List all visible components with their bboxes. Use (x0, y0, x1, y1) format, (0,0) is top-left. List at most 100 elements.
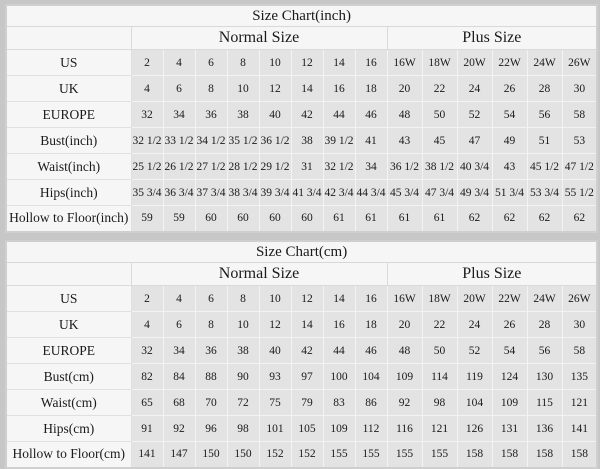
normal-size-header: Normal Size (130, 262, 388, 286)
size-value-cell: 52 (456, 337, 493, 364)
size-value-cell: 55 1/2 (561, 179, 598, 206)
size-value-cell: 34 1/2 (194, 127, 228, 154)
size-value-cell: 82 (130, 363, 164, 390)
size-value-cell: 97 (290, 363, 324, 390)
size-value-cell: 25 1/2 (130, 153, 164, 180)
size-value-cell: 98 (421, 389, 458, 416)
row-label: EUROPE (5, 101, 132, 128)
size-value-cell: 30 (561, 311, 598, 338)
size-value-cell: 52 (456, 101, 493, 128)
size-value-cell: 16 (322, 311, 356, 338)
size-value-cell: 53 (561, 127, 598, 154)
size-value-cell: 116 (386, 415, 423, 442)
size-value-cell: 60 (194, 205, 228, 232)
size-value-cell: 28 (526, 75, 563, 102)
size-value-cell: 18 (354, 75, 388, 102)
row-label: Bust(cm) (5, 363, 132, 390)
size-chart-inch-panel: Size Chart(inch) Normal Size Plus Size US 2 4… (5, 4, 599, 233)
row-label: UK (5, 311, 132, 338)
size-value-cell: 65 (130, 389, 164, 416)
size-value-cell: 4 (162, 49, 196, 76)
size-value-cell: 26 (491, 75, 528, 102)
row-label: Waist(inch) (5, 153, 132, 180)
size-value-cell: 59 (162, 205, 196, 232)
size-value-cell: 58 (561, 101, 598, 128)
table-row: EUROPE 32 34 36 38 40 42 44 46 48 50 52 54 56 58 (5, 101, 598, 128)
size-value-cell: 29 1/2 (258, 153, 292, 180)
size-value-cell: 109 (491, 389, 528, 416)
size-value-cell: 2 (130, 285, 164, 312)
size-value-cell: 70 (194, 389, 228, 416)
size-value-cell: 6 (162, 311, 196, 338)
size-value-cell: 79 (290, 389, 324, 416)
size-value-cell: 100 (322, 363, 356, 390)
size-value-cell: 6 (162, 75, 196, 102)
size-value-cell: 10 (226, 311, 260, 338)
size-value-cell: 104 (354, 363, 388, 390)
size-value-cell: 105 (290, 415, 324, 442)
size-value-cell: 42 (290, 337, 324, 364)
size-value-cell: 45 1/2 (526, 153, 563, 180)
size-value-cell: 32 1/2 (322, 153, 356, 180)
size-value-cell: 36 (194, 101, 228, 128)
size-value-cell: 50 (421, 101, 458, 128)
size-value-cell: 40 (258, 101, 292, 128)
size-value-cell: 12 (290, 49, 324, 76)
size-table-cm: Size Chart(cm) Normal Size Plus Size US 2 4 6 8… (5, 240, 599, 469)
size-value-cell: 12 (258, 75, 292, 102)
table-row: US 2 4 6 8 10 12 14 16 16W 18W 20W 22W 24W 26W (5, 285, 598, 312)
size-value-cell: 32 (130, 337, 164, 364)
size-value-cell: 131 (491, 415, 528, 442)
size-value-cell: 126 (456, 415, 493, 442)
size-value-cell: 158 (561, 441, 598, 468)
size-value-cell: 44 3/4 (354, 179, 388, 206)
size-value-cell: 61 (421, 205, 458, 232)
size-value-cell: 27 1/2 (194, 153, 228, 180)
size-value-cell: 114 (421, 363, 458, 390)
size-value-cell: 62 (561, 205, 598, 232)
size-value-cell: 24W (526, 285, 563, 312)
size-value-cell: 14 (322, 285, 356, 312)
size-value-cell: 34 (354, 153, 388, 180)
size-value-cell: 49 (491, 127, 528, 154)
size-value-cell: 4 (130, 75, 164, 102)
size-value-cell: 50 (421, 337, 458, 364)
plus-size-header: Plus Size (386, 262, 598, 286)
size-value-cell: 20W (456, 49, 493, 76)
size-value-cell: 56 (526, 101, 563, 128)
row-label: Hollow to Floor(inch) (5, 205, 132, 232)
table-row: Hollow to Floor(inch) 59 59 60 60 60 60 61 61 61 6… (5, 205, 598, 232)
size-value-cell: 36 1/2 (258, 127, 292, 154)
size-value-cell: 47 (456, 127, 493, 154)
size-value-cell: 24 (456, 75, 493, 102)
size-value-cell: 10 (258, 49, 292, 76)
corner-cell (5, 26, 132, 50)
row-label: US (5, 49, 132, 76)
size-value-cell: 20 (386, 311, 423, 338)
row-label: UK (5, 75, 132, 102)
size-value-cell: 53 3/4 (526, 179, 563, 206)
size-value-cell: 39 1/2 (322, 127, 356, 154)
size-value-cell: 86 (354, 389, 388, 416)
size-value-cell: 32 1/2 (130, 127, 164, 154)
size-value-cell: 135 (561, 363, 598, 390)
size-value-cell: 92 (386, 389, 423, 416)
row-label: Bust(inch) (5, 127, 132, 154)
size-value-cell: 84 (162, 363, 196, 390)
size-value-cell: 56 (526, 337, 563, 364)
size-chart-cm-panel: Size Chart(cm) Normal Size Plus Size US 2 4 6 8… (5, 240, 599, 469)
plus-size-header: Plus Size (386, 26, 598, 50)
size-value-cell: 28 (526, 311, 563, 338)
size-value-cell: 37 3/4 (194, 179, 228, 206)
size-value-cell: 30 (561, 75, 598, 102)
size-value-cell: 83 (322, 389, 356, 416)
size-value-cell: 51 (526, 127, 563, 154)
size-value-cell: 32 (130, 101, 164, 128)
size-value-cell: 33 1/2 (162, 127, 196, 154)
size-value-cell: 26 1/2 (162, 153, 196, 180)
size-value-cell: 62 (491, 205, 528, 232)
size-value-cell: 14 (322, 49, 356, 76)
size-value-cell: 101 (258, 415, 292, 442)
size-value-cell: 38 (226, 337, 260, 364)
